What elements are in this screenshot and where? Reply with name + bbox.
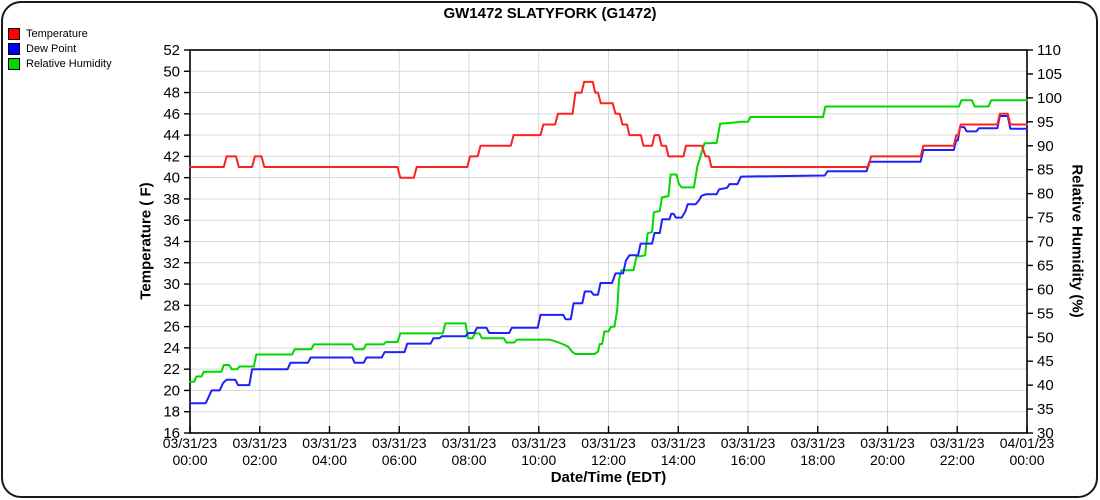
legend-item-dew-point: Dew Point xyxy=(8,41,112,56)
x-tick-label-time: 06:00 xyxy=(382,452,417,468)
x-tick-label-time: 04:00 xyxy=(312,452,347,468)
x-tick-label-time: 08:00 xyxy=(451,452,486,468)
y-left-tick-label: 20 xyxy=(163,382,180,399)
y-left-tick-label: 42 xyxy=(163,148,180,165)
y-left-tick-label: 18 xyxy=(163,404,180,421)
y-left-tick-label: 52 xyxy=(163,42,180,59)
y-right-tick-label: 80 xyxy=(1037,186,1054,203)
x-tick-label-date: 03/31/23 xyxy=(860,435,915,451)
legend-item-relative-humidity: Relative Humidity xyxy=(8,56,112,71)
y-left-tick-label: 46 xyxy=(163,106,180,123)
x-tick-label-time: 22:00 xyxy=(940,452,975,468)
x-tick-label-date: 04/01/23 xyxy=(1000,435,1055,451)
legend-item-temperature: Temperature xyxy=(8,26,112,41)
y-right-tick-label: 70 xyxy=(1037,234,1054,251)
legend-label-dew-point: Dew Point xyxy=(26,42,77,55)
series-line-temperature xyxy=(189,80,1028,179)
series-line-relative-humidity xyxy=(189,99,1028,383)
x-tick-label-time: 20:00 xyxy=(870,452,905,468)
legend-swatch-temperature-icon xyxy=(8,27,20,40)
x-tick-label-date: 03/31/23 xyxy=(512,435,567,451)
y-right-tick-label: 75 xyxy=(1037,210,1054,227)
y-right-tick-label: 105 xyxy=(1037,66,1062,83)
legend-label-relative-humidity: Relative Humidity xyxy=(26,57,112,70)
y-right-tick-label: 35 xyxy=(1037,401,1054,418)
y-left-tick-label: 30 xyxy=(163,276,180,293)
y-right-tick-label: 110 xyxy=(1037,42,1061,59)
x-tick-label-time: 14:00 xyxy=(661,452,696,468)
y-right-tick-label: 50 xyxy=(1037,329,1054,346)
x-tick-label-date: 03/31/23 xyxy=(791,435,846,451)
legend-label-temperature: Temperature xyxy=(26,27,88,40)
x-tick-label-time: 12:00 xyxy=(591,452,626,468)
x-tick-label-time: 00:00 xyxy=(172,452,207,468)
y-axis-label-left: Temperature ( F) xyxy=(137,182,155,300)
y-left-tick-label: 26 xyxy=(163,319,180,336)
y-right-tick-label: 55 xyxy=(1037,305,1054,322)
legend-swatch-dew-point-icon xyxy=(8,42,20,55)
x-tick-label-date: 03/31/23 xyxy=(651,435,706,451)
x-tick-label-time: 02:00 xyxy=(242,452,277,468)
x-tick-label-date: 03/31/23 xyxy=(721,435,776,451)
y-right-tick-label: 95 xyxy=(1037,114,1054,131)
x-tick-label-time: 10:00 xyxy=(521,452,556,468)
x-tick-label-date: 03/31/23 xyxy=(930,435,985,451)
y-left-tick-label: 36 xyxy=(163,212,180,229)
y-right-tick-label: 45 xyxy=(1037,353,1054,370)
y-left-tick-label: 24 xyxy=(163,340,180,357)
y-left-tick-label: 16 xyxy=(163,425,180,442)
y-right-tick-label: 85 xyxy=(1037,162,1054,179)
legend-swatch-relative-humidity-icon xyxy=(8,57,20,70)
x-tick-label-time: 16:00 xyxy=(730,452,765,468)
y-right-tick-label: 60 xyxy=(1037,281,1054,298)
y-right-tick-label: 90 xyxy=(1037,138,1054,155)
y-right-tick-label: 65 xyxy=(1037,257,1054,274)
y-left-tick-label: 40 xyxy=(163,170,180,187)
x-tick-label-date: 03/31/23 xyxy=(163,435,218,451)
x-tick-label-date: 03/31/23 xyxy=(302,435,357,451)
y-left-tick-label: 48 xyxy=(163,85,180,102)
y-left-tick-label: 32 xyxy=(163,255,180,272)
y-left-tick-label: 38 xyxy=(163,191,180,208)
chart-legend: Temperature Dew Point Relative Humidity xyxy=(8,26,112,71)
x-tick-label-date: 03/31/23 xyxy=(233,435,288,451)
x-tick-label-date: 03/31/23 xyxy=(442,435,497,451)
y-right-tick-label: 40 xyxy=(1037,377,1054,394)
y-left-tick-label: 34 xyxy=(163,234,180,251)
x-tick-label-date: 03/31/23 xyxy=(581,435,636,451)
y-left-tick-label: 50 xyxy=(163,63,180,80)
y-axis-label-right: Relative Humidity (%) xyxy=(1068,164,1086,318)
y-left-tick-label: 28 xyxy=(163,297,180,314)
x-axis-label: Date/Time (EDT) xyxy=(550,469,667,486)
chart-title: GW1472 SLATYFORK (G1472) xyxy=(443,5,657,22)
y-right-tick-label: 100 xyxy=(1037,90,1062,107)
x-tick-label-time: 00:00 xyxy=(1009,452,1044,468)
x-tick-label-time: 18:00 xyxy=(800,452,835,468)
y-left-tick-label: 22 xyxy=(163,361,180,378)
y-right-tick-label: 30 xyxy=(1037,425,1054,442)
x-tick-label-date: 03/31/23 xyxy=(372,435,427,451)
y-left-tick-label: 44 xyxy=(163,127,180,144)
